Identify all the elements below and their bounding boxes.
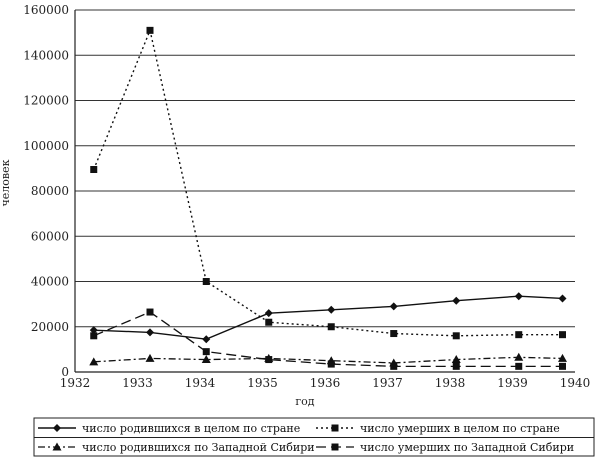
legend-item-3: число родившихся по Западной Сибири [38, 441, 315, 454]
series-4-point [90, 332, 98, 340]
series-1-point [264, 309, 273, 318]
legend-swatch-marker [53, 424, 61, 432]
x-tick-label: 1939 [497, 376, 528, 390]
series-3-point [89, 357, 99, 366]
series-1-point [558, 294, 567, 303]
y-tick-label: 100000 [23, 139, 69, 153]
series-2-line [93, 28, 563, 337]
series-group [89, 26, 567, 370]
x-tick-label: 1935 [247, 376, 278, 390]
legend-swatch-marker [52, 442, 62, 451]
series-1-point [452, 296, 461, 305]
series-4-point [327, 360, 335, 368]
series-1-point [327, 305, 336, 314]
x-tick-label: 1933 [122, 376, 153, 390]
series-2-point [515, 331, 523, 339]
series-1-point [89, 326, 98, 335]
x-tick-label: 1934 [185, 376, 216, 390]
series-1-point [146, 328, 154, 337]
x-tick-label: 1936 [310, 376, 341, 390]
y-tick-label: 20000 [31, 320, 69, 334]
series-4-point [146, 308, 154, 316]
series-4-point [452, 362, 460, 370]
series-2-point [265, 318, 273, 326]
series-2-point [559, 331, 566, 339]
series-3-line [93, 356, 563, 364]
series-1-point [514, 292, 523, 301]
series-4-point [265, 356, 273, 364]
legend: число родившихся в целом по стране число … [33, 417, 595, 457]
legend-swatch-marker [331, 424, 339, 432]
x-tick-label: 1937 [372, 376, 403, 390]
gridlines [75, 9, 575, 328]
series-3-point [558, 353, 567, 362]
series-3-point [145, 353, 155, 362]
legend-label: число родившихся по Западной Сибири [82, 441, 315, 454]
legend-item-4: число умерших по Западной Сибири [316, 441, 574, 454]
legend-item-2: число умерших в целом по стране [316, 422, 560, 435]
legend-label: число родившихся в целом по стране [82, 422, 300, 435]
series-2-point [452, 332, 460, 340]
x-tick-label: 1940 [560, 376, 591, 390]
series-2-point [390, 330, 398, 338]
series-2-point [327, 323, 335, 331]
legend-swatch-marker [331, 443, 339, 451]
y-tick-label: 160000 [23, 3, 69, 17]
y-tick-label: 140000 [23, 48, 69, 62]
series-3-point [514, 352, 524, 361]
x-tick-labels: 1932 1933 1934 1935 1936 1937 1938 1939 1940 [60, 376, 591, 390]
legend-items: число родившихся в целом по стране число … [38, 422, 574, 454]
series-1-point [389, 302, 398, 311]
y-tick-label: 60000 [31, 229, 69, 243]
axes [74, 10, 575, 373]
legend-item-1: число родившихся в целом по стране [38, 422, 300, 435]
series-3-point [201, 355, 211, 364]
series-4-point [390, 362, 398, 370]
series-4-point [515, 362, 523, 370]
y-tick-labels: 0 20000 40000 60000 80000 100000 120000 140000 1… [23, 3, 69, 379]
y-tick-label: 40000 [31, 275, 69, 289]
y-axis-label: человек [0, 159, 12, 206]
series-4 [90, 308, 566, 370]
series-2 [90, 26, 566, 340]
y-tick-label: 0 [61, 365, 69, 379]
series-1 [89, 292, 567, 344]
series-1-line [93, 295, 563, 340]
series-2-point [90, 166, 98, 174]
x-axis-label: год [295, 395, 314, 408]
x-tick-label: 1932 [60, 376, 91, 390]
series-3-point [451, 355, 461, 364]
y-tick-label: 80000 [31, 184, 69, 198]
legend-label: число умерших в целом по стране [360, 422, 560, 435]
legend-label: число умерших по Западной Сибири [360, 441, 574, 454]
series-4-point [202, 348, 210, 356]
x-tick-label: 1938 [435, 376, 466, 390]
series-2-point [146, 26, 154, 34]
series-4-point [559, 362, 566, 370]
y-tick-label: 120000 [23, 94, 69, 108]
series-1-point [202, 335, 211, 344]
series-2-point [202, 278, 210, 285]
